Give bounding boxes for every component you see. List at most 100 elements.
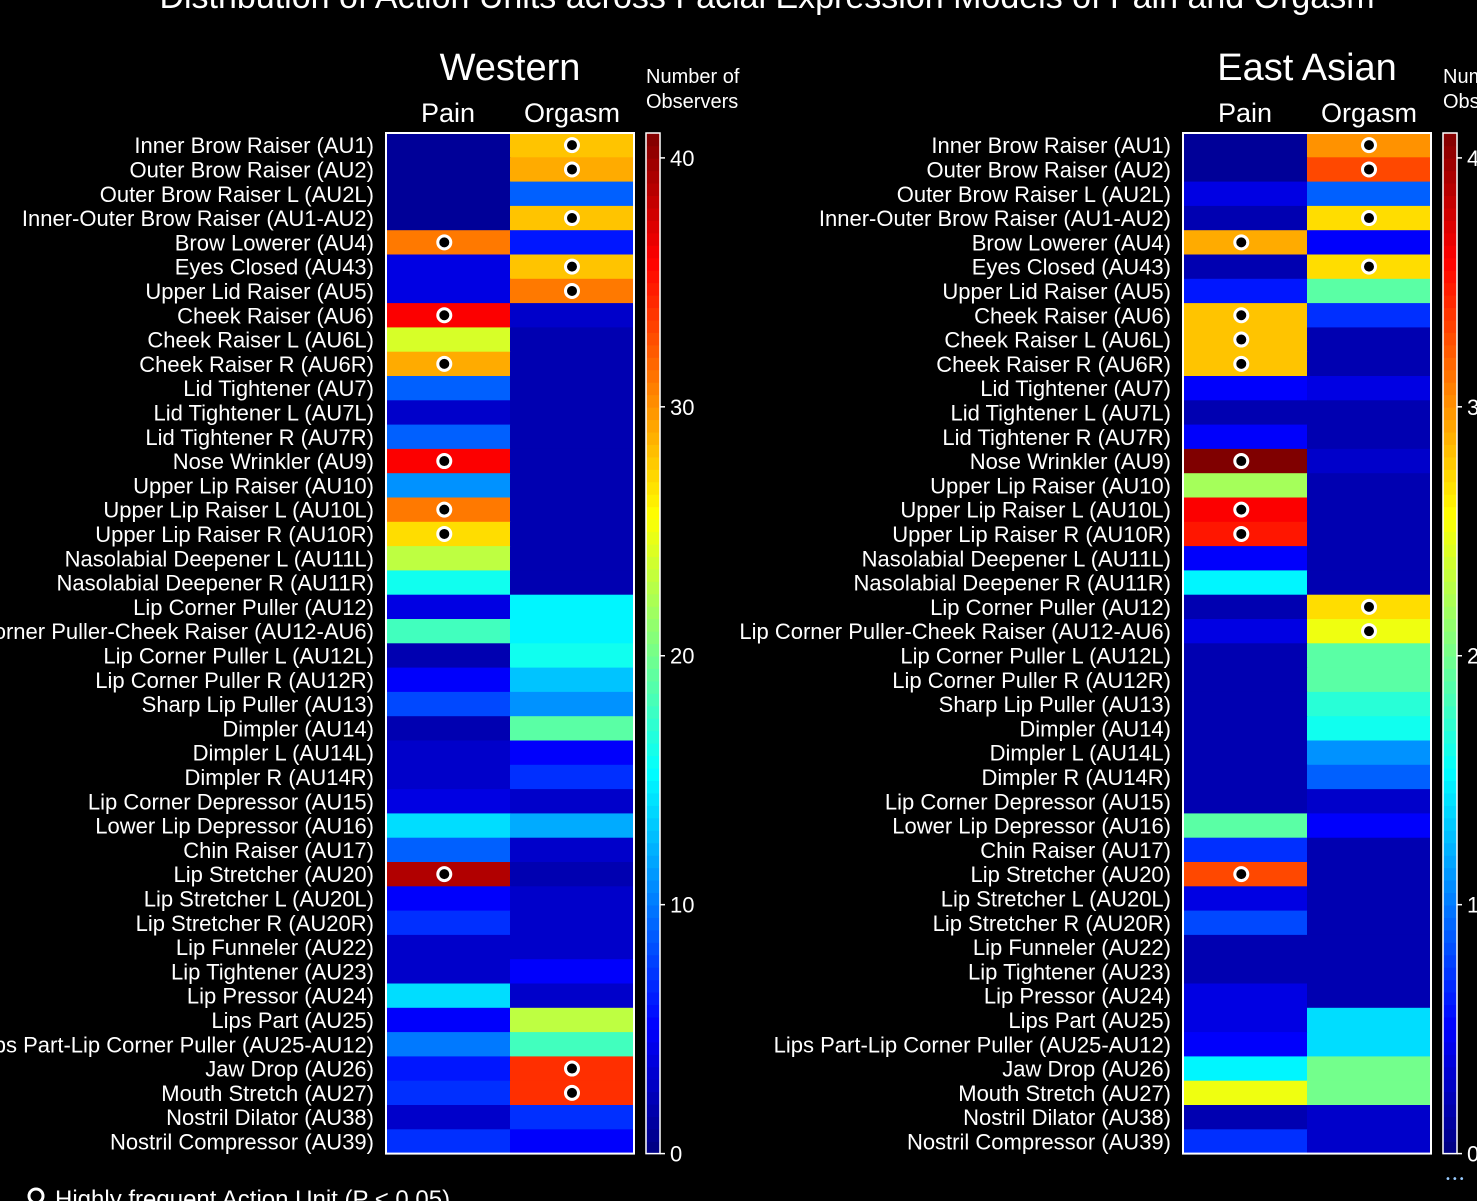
colorbar-frame: [645, 132, 661, 1155]
colorbar-segment: [1443, 618, 1457, 632]
heatmap-cell: [1307, 400, 1432, 426]
heatmap-cell: [1307, 1129, 1432, 1155]
heatmap-cell: [386, 716, 511, 742]
significance-legend-label: Highly frequent Action Unit (P < 0.05): [55, 1186, 450, 1201]
significance-marker: [436, 307, 453, 324]
colorbar-segment: [646, 531, 660, 545]
row-label: Lips Part-Lip Corner Puller (AU25-AU12): [0, 1032, 374, 1057]
heatmap-cell: [386, 643, 511, 669]
row-label: Lower Lip Depressor (AU16): [95, 814, 374, 839]
colorbar-segment: [1443, 157, 1457, 172]
heatmap-cell: [1307, 813, 1432, 839]
row-label: Lid Tightener R (AU7R): [942, 425, 1171, 450]
heatmap-cell: [386, 424, 511, 450]
row-label: Upper Lip Raiser L (AU10L): [900, 498, 1171, 523]
colorbar-segment: [1443, 1029, 1457, 1043]
colorbar-segment: [646, 257, 660, 271]
row-label: Lid Tightener L (AU7L): [153, 400, 374, 425]
colorbar: 0 10 20 30 40 Number of Observers: [1442, 66, 1477, 1167]
heatmap-cell: [510, 473, 635, 499]
colorbar-segment: [646, 618, 660, 632]
colorbar-segment: [1443, 319, 1457, 333]
colorbar-segment: [646, 419, 660, 433]
colorbar-frame: [1442, 132, 1458, 1155]
heatmap-cell: [510, 862, 635, 887]
heatmap-cell: [1307, 862, 1432, 887]
colorbar-segment: [1443, 269, 1457, 284]
heatmap-cell: [510, 643, 635, 669]
heatmap-cell: [1183, 691, 1308, 717]
row-label: Nasolabial Deepener L (AU11L): [862, 546, 1171, 571]
heatmap-cell: [510, 230, 635, 256]
colorbar-segment: [1443, 207, 1457, 221]
colorbar-segment: [1443, 630, 1457, 645]
heatmap-cell: [1183, 1032, 1308, 1057]
row-label: Lip Funneler (AU22): [973, 935, 1171, 960]
heatmap-cell: [510, 497, 635, 523]
colorbar-segment: [1443, 979, 1457, 993]
colorbar-segment: [1443, 854, 1457, 869]
colorbar-segment: [646, 182, 660, 197]
heatmap-cell: [1183, 764, 1308, 790]
colorbar-segment: [646, 220, 660, 234]
colorbar-segment: [646, 269, 660, 284]
heatmap-cell: [386, 1105, 511, 1130]
colorbar-segment: [1443, 929, 1457, 943]
row-label: Mouth Stretch (AU27): [958, 1081, 1171, 1106]
colorbar-segment: [646, 431, 660, 445]
row-label: Upper Lip Raiser R (AU10R): [892, 522, 1171, 547]
row-label: Lip Tightener (AU23): [968, 959, 1171, 984]
colorbar-segment: [1443, 680, 1457, 694]
significance-marker: [1233, 307, 1250, 324]
colorbar-segment: [646, 381, 660, 396]
heatmap-cell: [510, 424, 635, 450]
colorbar-segment: [1443, 730, 1457, 744]
significance-marker: [1233, 525, 1250, 542]
colorbar-segment: [646, 1029, 660, 1043]
significance-legend: Highly frequent Action Unit (P < 0.05): [27, 1186, 450, 1201]
heatmap-cell: [510, 400, 635, 426]
row-label: Inner-Outer Brow Raiser (AU1-AU2): [819, 206, 1171, 231]
colorbar-segment: [646, 879, 660, 894]
colorbar-segment: [1443, 767, 1457, 782]
row-label: Upper Lid Raiser (AU5): [145, 279, 374, 304]
row-label: Cheek Raiser R (AU6R): [936, 352, 1171, 377]
heatmap-cell: [1307, 1007, 1432, 1033]
colorbar-segment: [646, 1116, 660, 1130]
heatmap-cell: [1307, 1105, 1432, 1130]
heatmap-cell: [1307, 570, 1432, 596]
colorbar-tick-label: 40: [670, 146, 694, 171]
colorbar-segment: [646, 929, 660, 943]
heatmap-cell: [510, 546, 635, 571]
heatmap-cell: [1183, 740, 1308, 766]
colorbar-segment: [1443, 917, 1457, 931]
heatmap-cell: [510, 1105, 635, 1130]
heatmap-cell: [510, 837, 635, 863]
significance-marker: [564, 161, 580, 178]
colorbar-segment: [646, 842, 660, 856]
colorbar-segment: [646, 1141, 660, 1155]
colorbar-segment: [1443, 145, 1457, 159]
column-header: Orgasm: [1321, 98, 1417, 128]
row-label: Upper Lip Raiser R (AU10R): [95, 522, 374, 547]
heatmap-cell: [1183, 594, 1308, 620]
colorbar-segment: [1443, 829, 1457, 844]
colorbar-segment: [1443, 170, 1457, 184]
heatmap-cell: [510, 716, 635, 742]
colorbar-segment: [1443, 444, 1457, 458]
row-label: Cheek Raiser L (AU6L): [147, 328, 374, 353]
significance-marker: [1233, 355, 1250, 372]
colorbar-segment: [1443, 493, 1457, 508]
colorbar-segment: [646, 406, 660, 421]
row-label: Lid Tightener (AU7): [183, 376, 374, 401]
row-label: Lower Lip Depressor (AU16): [892, 814, 1171, 839]
row-label: Outer Brow Raiser (AU2): [129, 157, 374, 182]
colorbar-segment: [646, 518, 660, 533]
heatmap-cell: [510, 1032, 635, 1057]
row-label: Lip Corner Depressor (AU15): [88, 789, 374, 814]
colorbar-segment: [1443, 991, 1457, 1006]
heatmap-cell: [386, 376, 511, 401]
heatmap-cell: [386, 813, 511, 839]
colorbar-segment: [646, 755, 660, 769]
row-label: Outer Brow Raiser L (AU2L): [100, 182, 374, 207]
